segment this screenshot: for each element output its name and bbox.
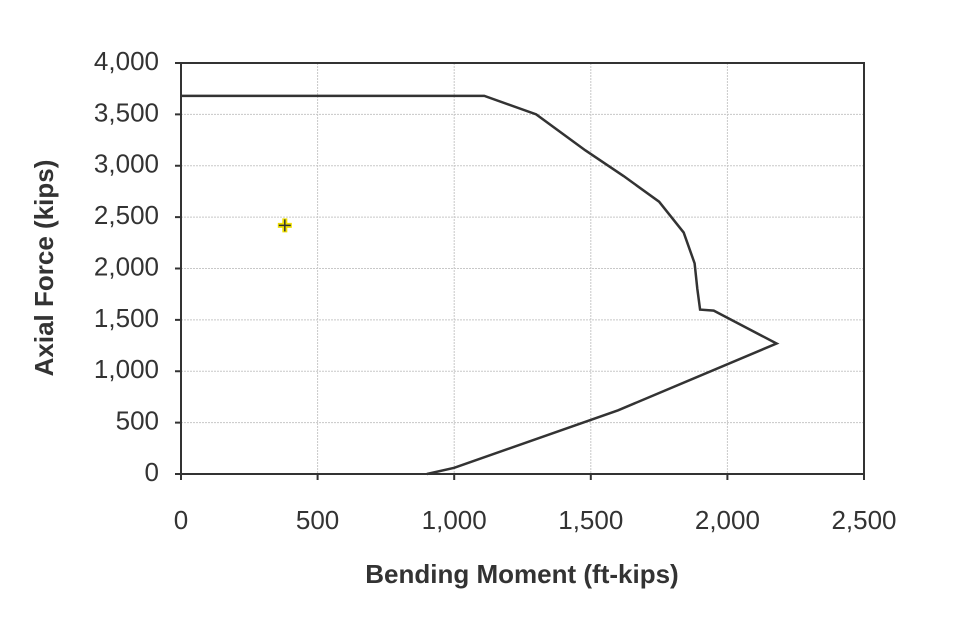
- y-tick-label: 0: [145, 457, 159, 487]
- x-axis-title: Bending Moment (ft-kips): [365, 559, 678, 589]
- y-tick-label: 4,000: [94, 46, 159, 76]
- y-tick-label: 3,500: [94, 97, 159, 127]
- y-tick-label: 1,000: [94, 354, 159, 384]
- y-tick-label: 2,500: [94, 200, 159, 230]
- plot-area: [181, 63, 864, 474]
- x-tick-label: 500: [296, 505, 339, 535]
- x-tick-label: 0: [174, 505, 188, 535]
- y-tick-label: 2,000: [94, 251, 159, 281]
- x-tick-label: 2,500: [831, 505, 896, 535]
- point-cross: [278, 219, 291, 232]
- line: [181, 94, 780, 476]
- x-tick-label: 1,000: [422, 505, 487, 535]
- x-tick-label: 2,000: [695, 505, 760, 535]
- y-tick-label: 1,500: [94, 303, 159, 333]
- x-tick-label: 1,500: [558, 505, 623, 535]
- plot-frame: [180, 62, 865, 475]
- y-tick-label: 500: [116, 406, 159, 436]
- y-tick-label: 3,000: [94, 149, 159, 179]
- y-axis-title: Axial Force (kips): [29, 160, 59, 377]
